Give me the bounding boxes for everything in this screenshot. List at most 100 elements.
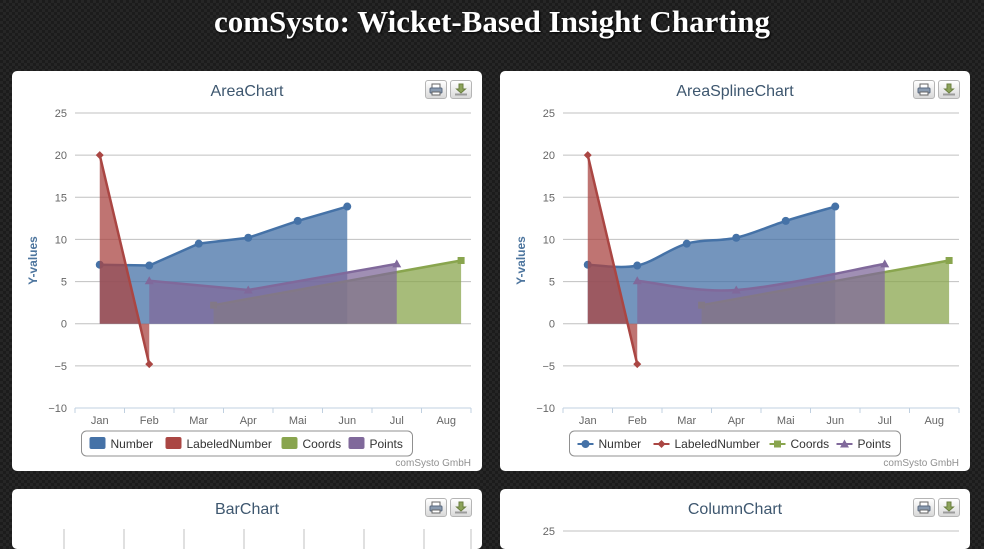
export-buttons: [913, 80, 960, 99]
data-point: [633, 360, 642, 369]
legend-symbol-marker: [774, 440, 781, 448]
y-tick-label: −5: [54, 361, 67, 373]
x-tick-label: Feb: [140, 415, 159, 427]
y-tick-label: 15: [543, 192, 555, 204]
bar-chart: BarChart: [63, 501, 472, 549]
y-tick-label: −5: [542, 361, 555, 373]
y-tick-label: −10: [536, 403, 555, 415]
download-arrow: [455, 83, 467, 94]
legend-symbol-marker: [840, 439, 849, 448]
y-tick-label: 15: [55, 192, 67, 204]
legend-item-labelednumber: LabeledNumber: [675, 437, 760, 451]
chart-title: AreaChart: [211, 83, 284, 100]
chart-title: AreaSplineChart: [676, 83, 794, 100]
legend-item-number: Number: [599, 437, 642, 451]
legend-symbol-marker: [657, 440, 666, 448]
download-tray: [943, 93, 955, 96]
y-tick-label: 0: [549, 319, 555, 331]
series-labelednumber: [95, 151, 154, 369]
chart-title: ColumnChart: [688, 501, 783, 518]
y-tick-label: 0: [61, 319, 67, 331]
y-tick-label: 20: [543, 150, 555, 162]
download-button[interactable]: [450, 498, 472, 517]
download-tray: [455, 511, 467, 514]
series-line: [99, 205, 348, 267]
y-tick-label: −10: [48, 403, 67, 415]
chart-title: BarChart: [215, 501, 280, 518]
y-tick-label: 5: [61, 277, 67, 289]
page-title: comSysto: Wicket-Based Insight Charting: [213, 4, 771, 39]
area-chart: AreaChart 25 20 15 10 5 0 −5 −10 Y-values Jan Feb Ma…: [26, 83, 472, 469]
legend: Number LabeledNumber Coords Points: [81, 430, 413, 457]
x-tick-label: Jul: [878, 415, 892, 427]
data-point: [583, 151, 592, 160]
series-area: [637, 263, 885, 324]
download-tray: [455, 93, 467, 96]
x-tick-label: Feb: [628, 415, 647, 427]
legend-box: [569, 430, 901, 457]
data-point: [243, 285, 253, 294]
legend-item-number: Number: [111, 437, 154, 451]
series-line: [586, 154, 639, 365]
chart-credits: comSysto GmbH: [883, 458, 959, 469]
legend-symbol: [281, 437, 298, 449]
download-tray: [943, 511, 955, 514]
printer-output: [431, 509, 441, 514]
download-button[interactable]: [450, 80, 472, 99]
legend-item-coords: Coords: [791, 437, 830, 451]
print-button[interactable]: [425, 80, 447, 99]
series-line: [587, 205, 836, 269]
data-point: [145, 360, 154, 369]
data-point: [144, 276, 154, 285]
y-tick-label: 20: [55, 150, 67, 162]
data-point: [392, 259, 402, 268]
x-tick-label: Mar: [677, 415, 696, 427]
y-tick-label: 25: [55, 108, 67, 120]
print-button[interactable]: [913, 498, 935, 517]
data-point: [633, 261, 642, 270]
data-point: [244, 233, 253, 242]
legend-item-labelednumber: LabeledNumber: [187, 437, 272, 451]
x-tick-label: Jun: [338, 415, 356, 427]
data-point: [731, 285, 741, 294]
data-point: [457, 257, 465, 264]
legend-item-points: Points: [370, 437, 403, 451]
y-axis-title: Y-values: [26, 236, 40, 285]
bar-chart-panel: BarChart: [12, 489, 482, 549]
download-button[interactable]: [938, 80, 960, 99]
x-tick-label: Jun: [826, 415, 844, 427]
print-button[interactable]: [425, 498, 447, 517]
x-tick-label: Aug: [436, 415, 456, 427]
legend-item-coords: Coords: [303, 437, 342, 451]
export-buttons: [913, 498, 960, 517]
printer-output: [431, 91, 441, 96]
column-chart-panel: ColumnChart 25: [500, 489, 970, 549]
data-point: [831, 202, 840, 211]
series-area: [149, 263, 397, 324]
x-tick-label: Mar: [189, 415, 208, 427]
legend-symbol: [165, 437, 182, 449]
data-point: [145, 261, 154, 270]
data-point: [632, 276, 642, 285]
x-tick-label: Apr: [728, 415, 745, 427]
data-point: [194, 239, 203, 248]
legend-item-points: Points: [858, 437, 891, 451]
y-tick-label: 10: [543, 234, 555, 246]
legend-box: [81, 430, 413, 457]
series-line: [98, 154, 151, 365]
x-tick-label: Mai: [777, 415, 795, 427]
data-point: [293, 216, 302, 225]
x-tick-label: Jan: [91, 415, 109, 427]
print-button[interactable]: [913, 80, 935, 99]
y-tick-label: 10: [55, 234, 67, 246]
series-labelednumber: [583, 151, 642, 369]
legend-symbol: [348, 437, 365, 449]
chart-credits: comSysto GmbH: [395, 458, 471, 469]
series-points: [632, 259, 890, 324]
download-button[interactable]: [938, 498, 960, 517]
x-tick-label: Mai: [289, 415, 307, 427]
data-point: [732, 233, 741, 242]
legend-symbol-marker: [581, 440, 590, 448]
y-axis-title: Y-values: [514, 236, 528, 285]
download-arrow: [943, 501, 955, 512]
